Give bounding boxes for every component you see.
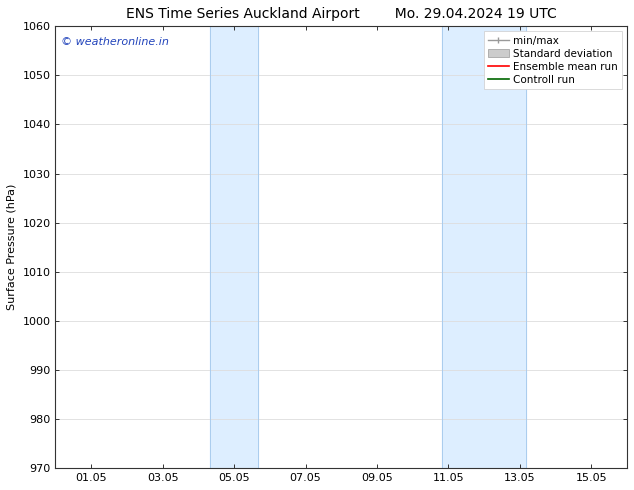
Y-axis label: Surface Pressure (hPa): Surface Pressure (hPa) (7, 184, 17, 311)
Text: © weatheronline.in: © weatheronline.in (61, 37, 169, 48)
Title: ENS Time Series Auckland Airport        Mo. 29.04.2024 19 UTC: ENS Time Series Auckland Airport Mo. 29.… (126, 7, 557, 21)
Bar (443, 26, 526, 468)
Bar (210, 26, 258, 468)
Legend: min/max, Standard deviation, Ensemble mean run, Controll run: min/max, Standard deviation, Ensemble me… (484, 31, 622, 89)
